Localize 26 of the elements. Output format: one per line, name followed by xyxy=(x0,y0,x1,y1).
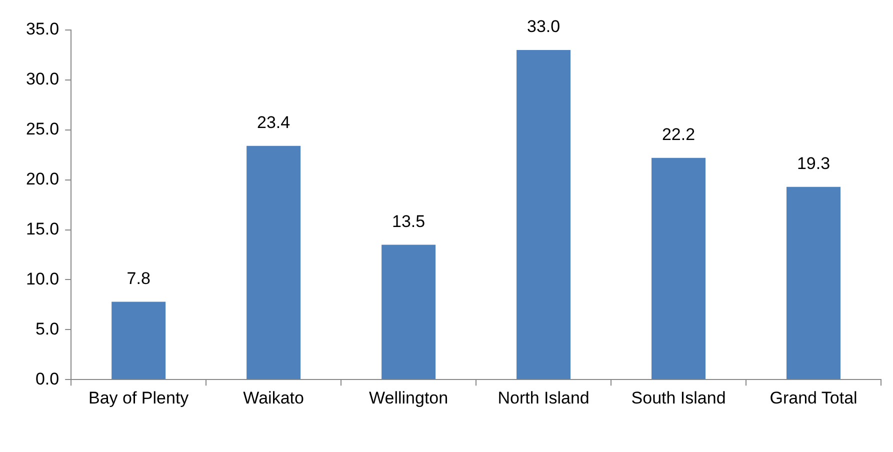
data-label: 7.8 xyxy=(126,268,150,288)
data-label: 13.5 xyxy=(392,212,426,231)
y-tick-label: 5.0 xyxy=(35,319,60,338)
y-tick-label: 0.0 xyxy=(35,369,60,388)
bar xyxy=(786,186,841,380)
x-tick-label: Wellington xyxy=(369,388,448,408)
y-tick-label: 30.0 xyxy=(26,70,60,89)
x-tick-label: Grand Total xyxy=(770,388,858,408)
x-tick-label: South Island xyxy=(631,388,726,408)
bar xyxy=(382,244,436,380)
data-label: 23.4 xyxy=(257,113,290,132)
x-tick-label: North Island xyxy=(498,388,590,408)
x-tick-label: Waikato xyxy=(243,388,304,408)
data-label: 19.3 xyxy=(796,154,830,174)
data-label: 33.0 xyxy=(526,17,560,36)
y-tick-label: 20.0 xyxy=(26,170,60,189)
y-tick-label: 10.0 xyxy=(26,269,60,288)
y-tick-label: 15.0 xyxy=(26,219,60,238)
bar xyxy=(112,302,166,380)
bar xyxy=(246,146,301,380)
y-tick-label: 35.0 xyxy=(26,20,60,39)
bar xyxy=(516,50,571,380)
y-tick-label: 25.0 xyxy=(26,120,60,139)
data-label: 22.2 xyxy=(662,125,696,144)
bar xyxy=(652,158,706,380)
x-tick-label: Bay of Plenty xyxy=(88,388,190,408)
